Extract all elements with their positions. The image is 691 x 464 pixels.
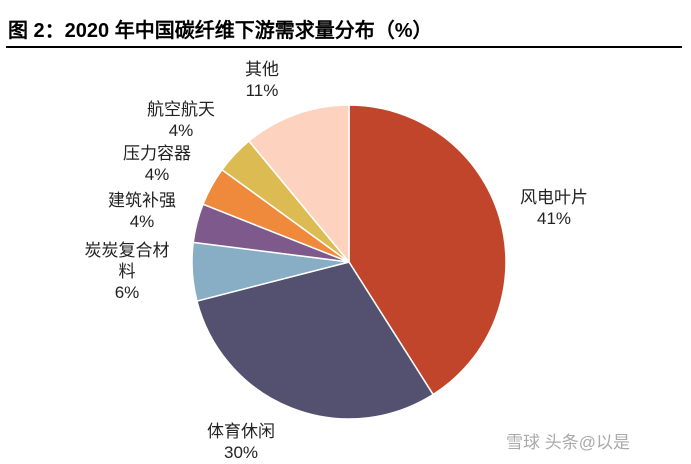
watermark: 雪球 头条@以是: [506, 433, 630, 452]
pie-slice: [247, 104, 350, 265]
value-label: 6%: [114, 283, 140, 302]
title-rule: [6, 46, 682, 48]
pie-slice: [348, 104, 507, 396]
value-label: 4%: [144, 165, 170, 184]
slice-label: 风电叶片 41%: [494, 187, 614, 229]
value-label: 4%: [168, 121, 194, 140]
value-label: 11%: [245, 81, 279, 100]
value-label: 4%: [129, 212, 155, 231]
category-label: 航空航天: [147, 100, 215, 119]
pie-slice: [196, 261, 435, 420]
category-label: 风电叶片: [520, 188, 588, 207]
category-label: 体育休闲: [207, 422, 275, 441]
value-label: 30%: [223, 443, 259, 462]
slice-label: 其他 11%: [202, 59, 322, 101]
slice-label: 体育休闲 30%: [181, 421, 301, 463]
slice-label: 航空航天 4%: [121, 99, 241, 141]
slice-label: 压力容器 4%: [97, 143, 217, 185]
chart-title: 图 2：2020 年中国碳纤维下游需求量分布（%）: [8, 20, 433, 42]
slice-label: 建筑补强 4%: [82, 190, 202, 232]
value-label: 41%: [536, 209, 572, 228]
category-label: 建筑补强: [108, 191, 176, 210]
category-label: 其他: [245, 60, 279, 79]
category-label: 压力容器: [123, 144, 191, 163]
slice-label: 炭炭复合材料 6%: [77, 240, 177, 303]
category-label: 炭炭复合材料: [84, 241, 170, 281]
